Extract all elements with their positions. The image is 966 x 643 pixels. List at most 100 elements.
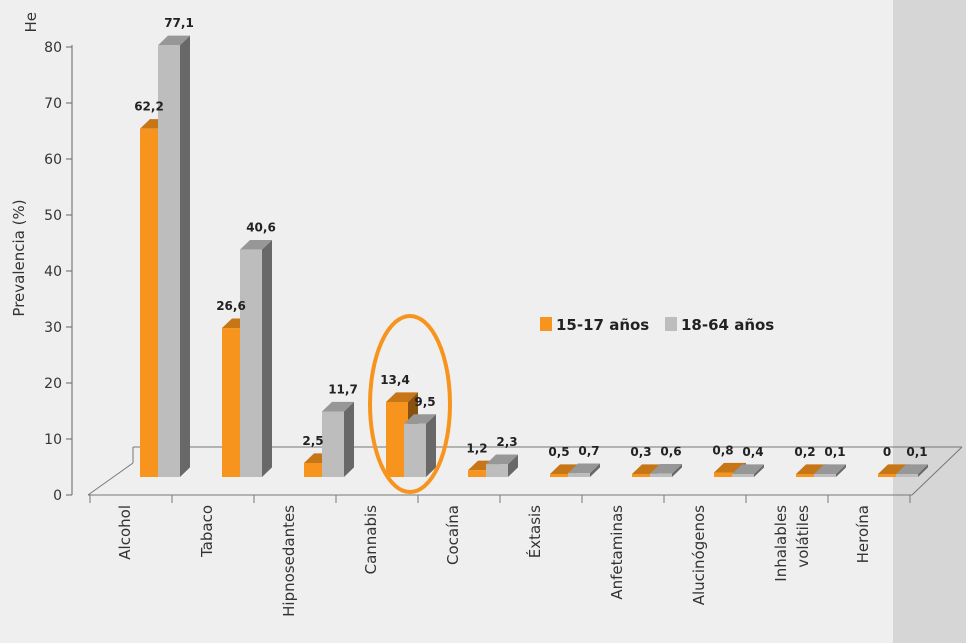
data-label: 13,4 xyxy=(380,373,410,387)
bar-front xyxy=(222,328,244,477)
data-label: 0,5 xyxy=(548,445,569,459)
data-label: 0,1 xyxy=(906,445,927,459)
bar-front xyxy=(714,472,736,477)
bar-side xyxy=(508,454,518,477)
data-label: 2,3 xyxy=(496,435,517,449)
floor-left-edge xyxy=(87,462,134,496)
bar-gray xyxy=(486,454,518,477)
data-label: 9,5 xyxy=(414,395,435,409)
data-label: 0,8 xyxy=(712,444,733,458)
bar-side xyxy=(918,464,928,477)
bar-side xyxy=(672,464,682,477)
y-tick-label: 10 xyxy=(44,432,62,448)
category-label: Anfetaminas xyxy=(608,505,626,600)
data-label: 0 xyxy=(883,445,891,459)
bar-gray xyxy=(650,464,682,477)
bar-gray xyxy=(240,240,272,477)
legend: 15-17 años 18-64 años xyxy=(540,316,774,334)
category-label: Cannabis xyxy=(362,505,380,575)
bar-side xyxy=(836,464,846,477)
bar-side xyxy=(262,240,272,477)
y-tick-label: 30 xyxy=(44,320,62,336)
category-label: Éxtasis xyxy=(525,505,544,558)
bar-top xyxy=(404,414,436,424)
bar-top xyxy=(650,464,682,474)
bar-front xyxy=(386,401,408,477)
bar-top xyxy=(814,464,846,474)
bar-top xyxy=(568,463,600,474)
value-labels: 62,2 77,1 26,6 40,6 2,5 11,7 13,4 9,5 1,2 2,3 0,5 0… xyxy=(134,16,927,459)
bar-side xyxy=(754,464,764,477)
highlight-ellipse xyxy=(368,314,452,494)
right-side-panel xyxy=(893,0,966,643)
category-label: volátiles xyxy=(794,505,812,568)
y-tick-label: 50 xyxy=(44,208,62,224)
category-label: Inhalables xyxy=(772,505,790,582)
bar-front xyxy=(650,473,672,477)
floor-right-edge xyxy=(911,446,963,496)
legend-swatch xyxy=(540,317,552,331)
bar-side xyxy=(180,35,190,477)
bar-top xyxy=(386,392,418,402)
legend-entry: 18-64 años xyxy=(681,316,774,334)
category-label: Alucinógenos xyxy=(690,505,708,605)
category-label: Alcohol xyxy=(116,505,134,560)
bar-top xyxy=(322,401,354,412)
bar-front xyxy=(468,470,490,477)
category-label: Heroína xyxy=(854,505,872,563)
y-tick-label: 0 xyxy=(53,488,62,504)
y-tick-label: 20 xyxy=(44,376,62,392)
data-label: 0,4 xyxy=(742,445,763,459)
bar-front xyxy=(632,474,654,477)
bar-front xyxy=(878,474,900,477)
data-label: 62,2 xyxy=(134,100,164,114)
y-tick-label: 60 xyxy=(44,152,62,168)
bar-top xyxy=(158,35,190,46)
bar-front xyxy=(896,474,918,477)
bar-front xyxy=(550,474,572,477)
data-label: 11,7 xyxy=(328,382,358,396)
data-label: 0,3 xyxy=(630,445,651,459)
bars xyxy=(140,35,928,478)
data-label: 0,2 xyxy=(794,445,815,459)
bar-side xyxy=(344,401,354,477)
data-label: 0,6 xyxy=(660,445,681,459)
bar-gray xyxy=(158,35,190,478)
y-tick-label: 70 xyxy=(44,96,62,112)
bar-front xyxy=(304,463,326,477)
bar-gray xyxy=(732,464,764,477)
bar-front xyxy=(486,464,508,477)
category-label: Cocaína xyxy=(444,505,462,565)
bar-gray xyxy=(404,414,436,477)
bar-top xyxy=(240,240,272,250)
bar-front xyxy=(240,249,262,477)
bar-top xyxy=(732,464,764,474)
data-label: 0,1 xyxy=(824,445,845,459)
bar-gray xyxy=(814,464,846,477)
category-labels: Alcohol Tabaco Hipnosedantes Cannabis Cocaín… xyxy=(116,505,872,617)
y-tick-label: 40 xyxy=(44,264,62,280)
bar-side xyxy=(590,463,600,477)
legend-swatch xyxy=(665,317,677,331)
bar-top xyxy=(896,464,928,474)
bar-front xyxy=(568,473,590,477)
data-label: 2,5 xyxy=(302,434,323,448)
bar-front xyxy=(322,411,344,477)
data-label: 40,6 xyxy=(246,221,276,235)
y-axis-label: Prevalencia (%) xyxy=(10,199,28,316)
bar-front xyxy=(814,474,836,477)
data-label: 26,6 xyxy=(216,299,246,313)
bar-gray xyxy=(896,464,928,477)
category-label: Tabaco xyxy=(198,505,216,558)
bar-gray xyxy=(322,401,354,477)
y-tick-label: 80 xyxy=(44,40,62,56)
category-label: Hipnosedantes xyxy=(280,505,298,617)
bar-front xyxy=(404,423,426,477)
bar-front xyxy=(732,474,754,477)
bar-front xyxy=(140,128,162,477)
chart-title-fragment: He xyxy=(22,12,40,33)
bar-front xyxy=(796,474,818,477)
bar-top xyxy=(486,454,518,465)
